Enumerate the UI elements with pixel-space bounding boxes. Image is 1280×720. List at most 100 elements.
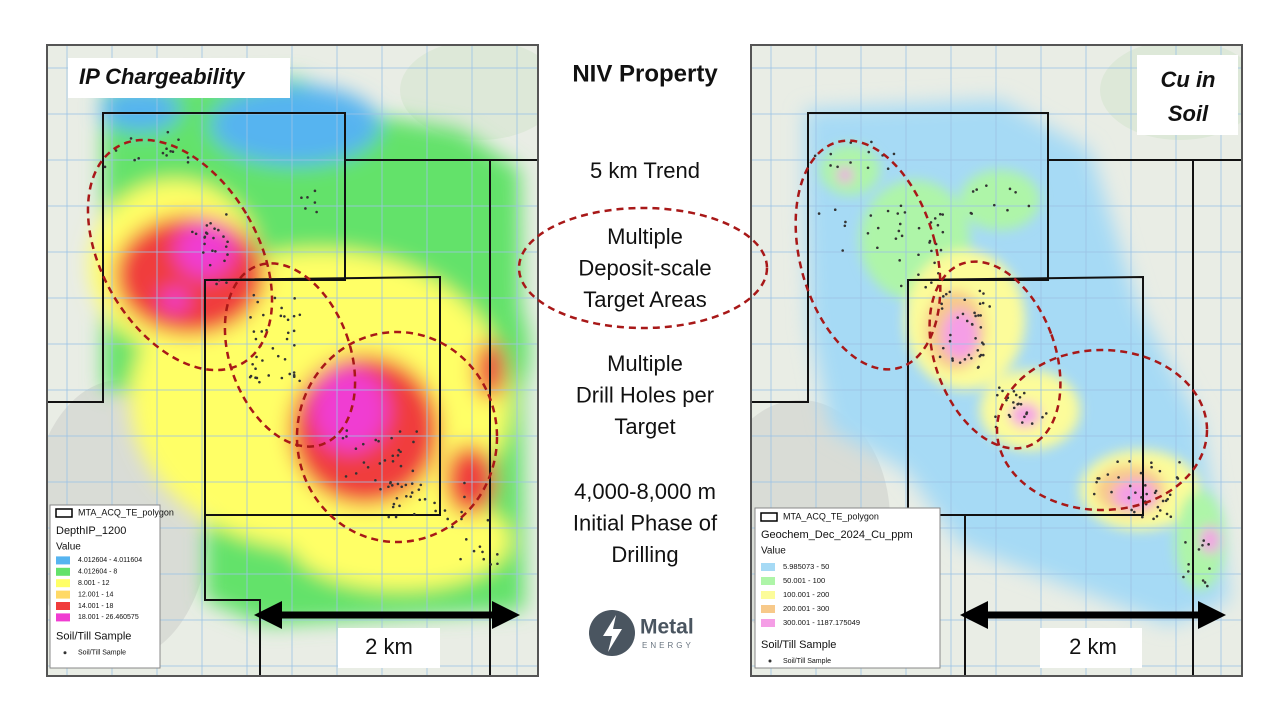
sample-dot — [446, 517, 449, 521]
legend-layer: Geochem_Dec_2024_Cu_ppm — [761, 529, 913, 541]
sample-dot — [876, 246, 879, 250]
sample-dot — [398, 504, 401, 508]
sample-dot — [304, 207, 307, 210]
sample-dot — [254, 367, 257, 371]
sample-dot — [979, 314, 982, 317]
sample-dot — [341, 436, 345, 440]
sample-dot — [944, 292, 948, 296]
legend-swatch — [761, 619, 775, 627]
sample-dot — [400, 485, 404, 489]
sample-dot — [255, 355, 258, 359]
logo-name: Metal — [640, 616, 694, 639]
sample-dot — [217, 228, 220, 232]
sample-dot — [496, 553, 499, 556]
legend-swatch — [761, 591, 775, 599]
sample-dot — [866, 231, 870, 235]
sample-dot — [978, 289, 982, 293]
legend-heading: Soil/Till Sample — [56, 631, 131, 643]
sample-dot — [1153, 491, 1157, 495]
sample-dot — [1182, 575, 1185, 579]
sample-dot — [171, 150, 175, 154]
sample-dot — [361, 442, 365, 446]
sample-dot — [979, 326, 983, 329]
sample-dot — [205, 224, 209, 227]
sample-dot — [876, 226, 880, 230]
sample-dot — [970, 356, 973, 360]
sample-dot — [186, 156, 190, 159]
sample-dot — [204, 231, 208, 234]
sample-dot — [224, 245, 228, 248]
sample-dot — [886, 167, 890, 171]
logo-subtitle: ENERGY — [642, 641, 694, 650]
sample-dot — [941, 213, 945, 216]
sample-dot — [1127, 496, 1131, 499]
sample-dot — [894, 237, 898, 240]
sample-dot — [1155, 514, 1159, 518]
sample-dot — [1001, 389, 1004, 393]
sample-dot — [866, 166, 870, 170]
sample-dot — [292, 329, 296, 333]
legend: MTA_ACQ_TE_polygon Geochem_Dec_2024_Cu_pp… — [760, 511, 913, 665]
sample-dot — [226, 253, 229, 256]
sample-dot — [387, 485, 390, 489]
center-point-line: Drill Holes per — [576, 382, 714, 407]
sample-dot — [1008, 415, 1012, 418]
sample-dot — [215, 282, 218, 286]
sample-dot — [387, 515, 391, 519]
map-label: IP Chargeability — [79, 64, 246, 89]
sample-dot — [1092, 492, 1096, 496]
sample-dot — [383, 459, 387, 462]
sample-dot — [390, 484, 394, 487]
highlight-ellipse — [517, 206, 769, 330]
sample-dot — [1184, 541, 1187, 544]
center-point-line: Target Areas — [583, 287, 707, 312]
sample-dot — [1140, 496, 1143, 499]
sample-dot — [1014, 393, 1018, 397]
sample-dot — [265, 328, 268, 332]
legend-text: 12.001 - 14 — [78, 591, 114, 598]
sample-dot — [1096, 477, 1099, 480]
sample-dot — [1095, 480, 1098, 484]
sample-dot — [396, 454, 400, 457]
sample-dot — [1012, 389, 1016, 393]
sample-dot — [817, 212, 821, 215]
sample-dot — [399, 464, 403, 468]
sample-dot — [1030, 422, 1034, 425]
sample-dot — [417, 488, 421, 491]
legend-text: 4.012604 - 8 — [78, 569, 117, 576]
sample-dot — [898, 222, 902, 226]
sample-dot — [969, 211, 973, 215]
center-point-line: Initial Phase of — [573, 510, 718, 535]
sample-dot — [202, 251, 205, 254]
sample-dot — [377, 439, 380, 443]
sample-dot — [114, 149, 118, 152]
sample-dot — [203, 236, 206, 239]
sample-dot — [298, 313, 302, 317]
sample-dot — [276, 354, 280, 358]
sample-dot — [252, 293, 256, 297]
sample-dot — [225, 213, 228, 216]
sample-dot — [938, 212, 942, 216]
sample-dot — [1128, 484, 1132, 488]
sample-dot — [460, 510, 463, 514]
sample-dot — [209, 221, 212, 225]
sample-dot — [169, 150, 172, 153]
sample-dot — [981, 353, 985, 357]
legend-swatch — [56, 613, 70, 622]
sample-dot — [813, 154, 817, 158]
sample-dot — [165, 147, 168, 151]
legend-text: MTA_ACQ_TE_polygon — [78, 507, 174, 517]
sample-dot — [967, 353, 971, 357]
scale-label: 2 km — [365, 634, 413, 659]
sample-dot — [396, 482, 400, 486]
center-point-line: Multiple — [607, 224, 683, 249]
sample-dot — [103, 165, 107, 169]
sample-dot — [949, 333, 952, 337]
sample-dot — [1022, 391, 1026, 395]
sample-dot — [1158, 509, 1162, 512]
sample-dot — [1164, 499, 1168, 503]
legend-text: 100.001 - 200 — [783, 590, 829, 599]
sample-dot — [896, 212, 900, 215]
sample-dot — [280, 306, 283, 310]
